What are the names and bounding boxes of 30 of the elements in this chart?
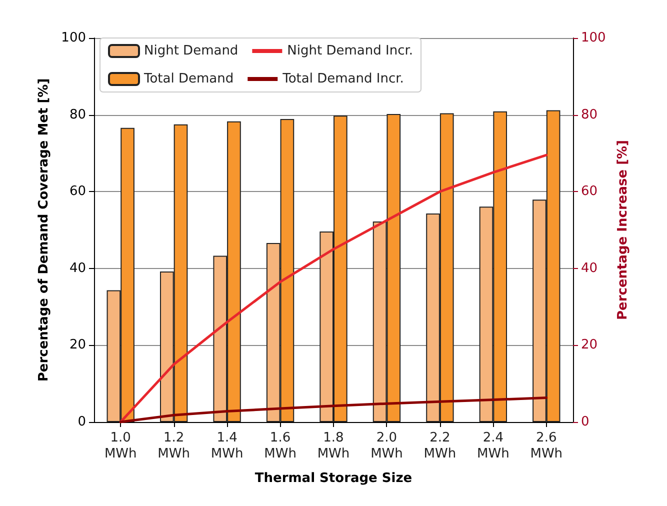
y-tick-label: 60 [69,184,86,200]
x-tick-label: 1.8 MWh [317,430,350,462]
y2-tick-label: 80 [581,107,598,122]
x-tick-label: 2.0 MWh [370,430,403,462]
legend-label: Night Demand Incr. [287,44,414,58]
y-tick-label: 40 [69,260,86,276]
x-tick-label: 2.4 MWh [477,430,510,462]
line-series [119,396,548,424]
y2-tick-label: 0 [581,414,590,430]
y2-tick-label: 60 [581,184,598,200]
legend-label: Total Demand [143,72,234,86]
x-tick-label: 1.4 MWh [210,430,244,462]
legend-label: Night Demand [144,44,238,58]
x-axis-title: Thermal Storage Size [254,471,412,486]
y2-tick-label: 100 [581,30,606,46]
y2-tick-label: 40 [581,260,598,276]
y2-axis-title: Percentage Increase [%] [616,140,631,320]
y-tick-label: 80 [69,107,86,122]
x-tick-label: 2.6 MWh [530,430,563,462]
line-series [119,154,548,424]
legend-label: Total Demand Incr. [282,72,404,86]
y-axis-title: Percentage of Demand Coverage Met [%] [36,78,52,382]
y-tick-label: 100 [61,30,86,46]
x-tick-label: 1.6 MWh [264,430,296,462]
y2-tick-label: 20 [581,338,598,353]
y-tick-label: 20 [69,338,86,353]
y-tick-label: 0 [78,414,86,430]
x-tick-label: 1.0 MWh [104,430,137,462]
x-tick-label: 2.2 MWh [424,430,456,462]
x-tick-label: 1.2 MWh [158,430,190,462]
